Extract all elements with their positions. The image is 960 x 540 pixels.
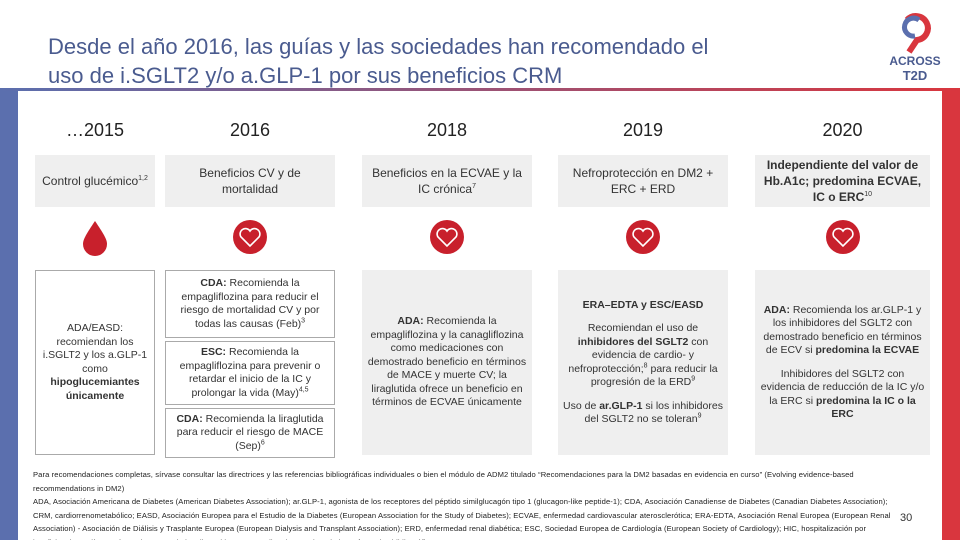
drop (83, 221, 107, 256)
paragraph: ESC: Recomienda la empagliflozina para p… (171, 346, 329, 400)
icon (626, 220, 660, 254)
logo-text: T2D (903, 68, 928, 83)
icon (825, 220, 860, 254)
heading: Beneficios en la ECVAE y la IC crónica7 (362, 155, 532, 207)
heading: Independiente del valor de Hb.A1c; predo… (755, 155, 930, 207)
year: 2018 (426, 120, 468, 140)
year: …2015 (65, 120, 125, 140)
text-run: Recomiendan el uso de (587, 322, 699, 334)
heading-text: Beneficios en la ECVAE y la IC crónica7 (368, 165, 526, 197)
superscript: 3 (301, 317, 306, 324)
text-run: con evidencia de cardio- y nefroprotecci… (568, 335, 709, 375)
text-run: Inhibidores del SGLT2 con evidencia de r… (760, 367, 925, 407)
icon-heart (436, 227, 458, 248)
text-run: ESC: (200, 346, 227, 358)
icon (430, 220, 464, 254)
year: 2016 (229, 120, 271, 140)
recommendation-box: ADA: Recomienda la empagliflozina y la c… (362, 270, 532, 455)
text-run: ar.GLP-1 (599, 399, 643, 412)
divider (0, 88, 960, 91)
recommendation-box: ESC: Recomienda la empagliflozina para p… (165, 341, 335, 405)
text-run: Recomienda los ar.GLP-1 y los inhibidore… (763, 303, 922, 357)
superscript: 7 (472, 183, 476, 190)
recommendation-box: CDA: Recomienda la liraglutida para redu… (165, 408, 335, 458)
superscript: 9 (697, 412, 702, 420)
superscript: 8 (643, 362, 648, 369)
text-run: CDA: (200, 277, 227, 289)
heading-text: Independiente del valor de Hb.A1c; predo… (761, 157, 924, 205)
icon-heart (632, 227, 654, 248)
title: Desde el año 2016, las guías y las socie… (48, 32, 708, 90)
text-run: Recomienda la empagliflozina para reduci… (180, 277, 320, 330)
text-run: recomiendan los i.SGLT2 y los a.GLP-1 co… (42, 335, 148, 375)
logo: ACROSS T2D (889, 13, 941, 83)
title-line: uso de i.SGLT2 y/o a.GLP-1 por sus benef… (48, 63, 563, 88)
text-run: Uso de (563, 399, 600, 412)
title-line: Desde el año 2016, las guías y las socie… (48, 34, 709, 59)
paragraph: ADA: Recomienda la empagliflozina y la c… (367, 315, 527, 410)
footer-note: Para recomendaciones completas, sírvase … (33, 470, 854, 493)
paragraph: ADA/EASD: recomiendan los i.SGLT2 y los … (41, 322, 149, 403)
left-band (0, 90, 18, 540)
heading-text: Control glucémico1,2 (42, 173, 148, 189)
icon (83, 221, 107, 256)
recommendation-box: ADA/EASD: recomiendan los i.SGLT2 y los … (35, 270, 155, 455)
text-run: Beneficios en la ECVAE y la IC crónica (372, 166, 522, 196)
right-band (942, 90, 960, 540)
icon-heart (239, 227, 261, 248)
text-run: predomina la IC o la ERC (815, 394, 916, 421)
text-run: Beneficios CV y de mortalidad (199, 166, 301, 196)
heading: Control glucémico1,2 (35, 155, 155, 207)
text-run: hipoglucemiantes únicamente (50, 376, 140, 402)
paragraph: CDA: Recomienda la empagliflozina para r… (171, 277, 329, 331)
text-run: CDA: (176, 412, 203, 425)
icon-circle (825, 220, 860, 254)
superscript: 6 (260, 439, 265, 447)
recommendation-box: CDA: Recomienda la empagliflozina para r… (165, 270, 335, 338)
footer-note: ADA, Asociación Americana de Diabetes (A… (33, 497, 891, 540)
page-number: 30 (900, 512, 913, 524)
heading-text: Beneficios CV y de mortalidad (171, 165, 329, 197)
footer: Para recomendaciones completas, sírvase … (33, 468, 905, 540)
text-run: para reducir la progresión de la ERD (590, 362, 718, 389)
superscript: 4,5 (298, 386, 309, 393)
icon-circle (626, 220, 660, 254)
year: 2020 (822, 120, 863, 140)
text-run: Control glucémico (42, 174, 139, 188)
paragraph: ERA–EDTA y ESC/EASD (563, 299, 723, 313)
text-run: Recomienda la empagliflozina y la canagl… (367, 315, 527, 409)
text-run: ADA: (763, 303, 790, 316)
text-run: Recomienda la empagliflozina para preven… (179, 346, 321, 399)
text-run: ADA/EASD: (66, 322, 124, 334)
heading-text: Nefroprotección en DM2 + ERC + ERD (564, 165, 722, 197)
superscript: 10 (864, 191, 873, 198)
superscript: 9 (691, 375, 696, 383)
logo-text: ACROSS (889, 54, 940, 68)
paragraph: ADA: Recomienda los ar.GLP-1 y los inhib… (760, 304, 925, 358)
icon (233, 220, 267, 254)
text-run: ADA: (397, 315, 424, 328)
paragraph: CDA: Recomienda la liraglutida para redu… (171, 413, 329, 454)
text-run: si los inhibidores del SGLT2 no se toler… (584, 399, 723, 426)
text-run: ERA–EDTA y ESC/EASD (582, 298, 704, 311)
year: 2019 (622, 120, 664, 140)
recommendation-box: ERA–EDTA y ESC/EASD Recomiendan el uso de… (558, 270, 728, 455)
icon-heart (831, 227, 854, 248)
text-run: predomina la ECVAE (815, 344, 920, 356)
text-run: inhibidores del SGLT2 (577, 335, 689, 348)
paragraph: Inhibidores del SGLT2 con evidencia de r… (760, 368, 925, 422)
logo-mark (902, 15, 921, 39)
icon-circle (430, 220, 464, 254)
heading: Nefroprotección en DM2 + ERC + ERD (558, 155, 728, 207)
superscript: 1,2 (138, 175, 148, 182)
recommendation-box: ADA: Recomienda los ar.GLP-1 y los inhib… (755, 270, 930, 455)
text-run: Independiente del valor de Hb.A1c; predo… (763, 158, 922, 204)
paragraph: Recomiendan el uso de inhibidores del SG… (563, 322, 723, 390)
text-run: Recomienda la liraglutida para reducir e… (176, 412, 324, 452)
heading: Beneficios CV y de mortalidad (165, 155, 335, 207)
icon-circle (233, 220, 267, 254)
paragraph: Uso de ar.GLP-1 si los inhibidores del S… (563, 400, 723, 427)
text-run: Nefroprotección en DM2 + ERC + ERD (572, 166, 714, 196)
